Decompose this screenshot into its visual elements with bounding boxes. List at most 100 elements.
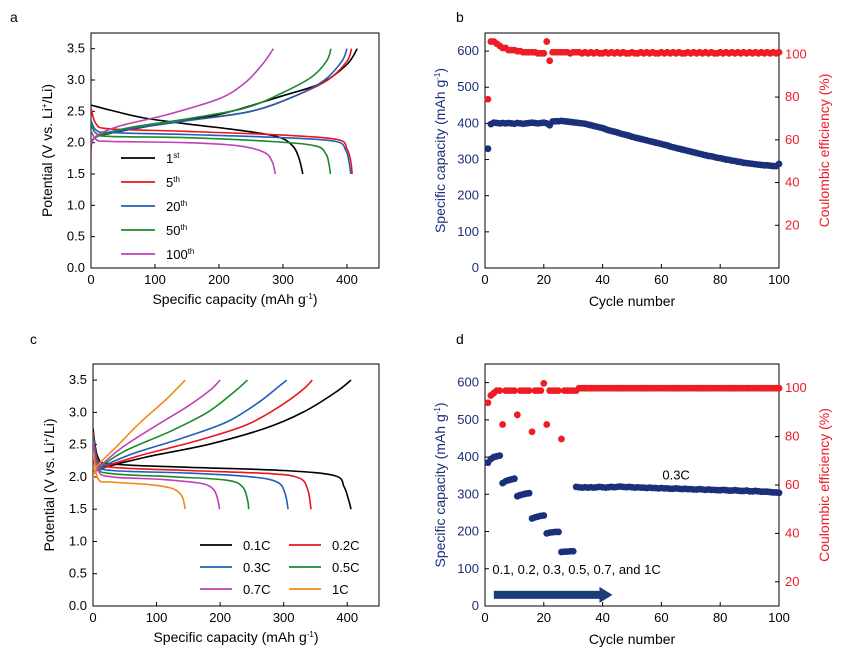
plot-frame [92, 363, 380, 607]
series-line-1st-discharge [91, 104, 304, 175]
legend-label: 100th [166, 247, 194, 262]
capacity-point [496, 452, 504, 459]
legend-label: 1C [332, 582, 349, 597]
rate-arrow-shaft [493, 590, 601, 599]
x-tick-label: 300 [273, 610, 295, 625]
y-tick-label: 1.5 [69, 501, 87, 516]
y-tick-label: 2.5 [69, 437, 87, 452]
legend-label: 50th [166, 223, 187, 238]
y-tick-label: 400 [457, 115, 479, 130]
y-tick-label: 1.0 [67, 197, 85, 212]
y-tick-label: 3.5 [67, 41, 85, 56]
y-tick-label: 300 [457, 152, 479, 167]
x-tick-label: 0 [87, 272, 94, 287]
legend: 0.1C 0.2C 0.3C 0.5C 0.7C 1C [200, 538, 359, 597]
x-tick-label: 100 [146, 610, 168, 625]
y-tick-label: 2.0 [67, 135, 85, 150]
capacity-point [511, 475, 518, 483]
y-tick-label: 3.0 [67, 72, 85, 87]
efficiency-point [543, 38, 551, 45]
legend-label: 0.3C [243, 560, 270, 575]
y-tick-label: 0 [472, 598, 479, 613]
capacity-point [540, 512, 548, 519]
series-line-1C-discharge [93, 450, 186, 510]
capacity-point [775, 489, 783, 497]
series-line-5th-discharge [91, 107, 353, 175]
legend-label: 20th [166, 199, 187, 214]
capacity-point [484, 145, 492, 153]
legend-label: 0.5C [332, 560, 359, 575]
series-line-100th-discharge [91, 129, 277, 175]
x-tick-label: 80 [713, 610, 727, 625]
series-line-100th-charge [91, 48, 275, 162]
x-tick-label: 20 [537, 610, 551, 625]
x-tick-label: 100 [768, 610, 790, 625]
efficiency-point [499, 421, 507, 428]
efficiency-point [513, 411, 521, 419]
y-tick-label: 2.0 [69, 469, 87, 484]
efficiency-point [528, 428, 536, 436]
panel-c: c 0 100 200 300 400 0.0 0.5 1.0 1.5 2.0 2.5 3.0 3.5 Sp… [30, 331, 380, 645]
panel-letter: a [10, 9, 18, 25]
efficiency-point [484, 95, 492, 103]
legend-label: 5th [166, 175, 180, 190]
legend-label: 1st [166, 151, 180, 166]
plot-frame [484, 32, 780, 269]
panel-letter: d [456, 331, 464, 347]
x-tick-label: 400 [336, 610, 358, 625]
efficiency-point [484, 399, 492, 407]
y-axis-label: Specific capacity (mAh g-1) [432, 402, 448, 567]
efficiency-point [525, 387, 533, 395]
legend: 1st 5th 20th 50th 100th [121, 151, 194, 262]
efficiency-point [496, 387, 504, 395]
y-tick-label: 0 [472, 260, 479, 275]
x-tick-label: 200 [209, 610, 231, 625]
y2-tick-label: 60 [785, 477, 799, 492]
y2-tick-label: 20 [785, 217, 799, 232]
x-tick-label: 0 [481, 610, 488, 625]
y-tick-label: 500 [457, 79, 479, 94]
y-tick-label: 600 [457, 375, 479, 390]
x-tick-label: 60 [654, 610, 668, 625]
series-line-50th-charge [91, 48, 332, 162]
y2-tick-label: 40 [785, 525, 799, 540]
capacity-point [775, 160, 783, 168]
y-tick-label: 3.5 [69, 372, 87, 387]
y-axis-label: Potential (V vs. Li+/Li) [41, 418, 57, 551]
y-tick-label: 0.0 [67, 260, 85, 275]
x-axis-label: Cycle number [589, 631, 676, 647]
series-line-0.5C-discharge [93, 438, 250, 510]
y2-tick-label: 40 [785, 175, 799, 190]
y2-tick-label: 60 [785, 132, 799, 147]
y2-axis-label: Coulombic efficiency (%) [816, 408, 832, 562]
x-tick-label: 0 [481, 272, 488, 287]
rate-annotation: 0.3C [662, 467, 689, 482]
y2-axis-label: Coulombic efficiency (%) [816, 74, 832, 228]
y-tick-label: 0.0 [69, 598, 87, 613]
efficiency-point [775, 48, 783, 56]
x-tick-label: 100 [768, 272, 790, 287]
series-line-1C-charge [93, 379, 186, 481]
x-axis-label: Specific capacity (mAh g-1) [153, 629, 318, 645]
efficiency-point [546, 57, 554, 65]
rate-sequence-annotation: 0.1, 0.2, 0.3, 0.5, 0.7, and 1C [492, 562, 660, 577]
y-tick-label: 1.5 [67, 166, 85, 181]
efficiency-point [511, 387, 518, 395]
y-tick-label: 100 [457, 561, 479, 576]
efficiency-point [543, 421, 551, 428]
capacity-point [555, 528, 562, 536]
x-tick-label: 60 [654, 272, 668, 287]
x-tick-label: 40 [595, 610, 609, 625]
y-tick-label: 3.0 [69, 404, 87, 419]
series-line-0.1C-discharge [93, 428, 352, 510]
efficiency-point [555, 387, 562, 395]
efficiency-point [775, 384, 783, 392]
y-tick-label: 200 [457, 524, 479, 539]
panel-b: b 0 20 40 60 80 100 0 100 200 300 400 500 600 20 40 60 80… [432, 9, 832, 309]
series-line-0.7C-discharge [93, 441, 221, 510]
x-tick-label: 80 [713, 272, 727, 287]
legend-label: 0.7C [243, 582, 270, 597]
x-tick-label: 0 [89, 610, 96, 625]
y-tick-label: 500 [457, 412, 479, 427]
